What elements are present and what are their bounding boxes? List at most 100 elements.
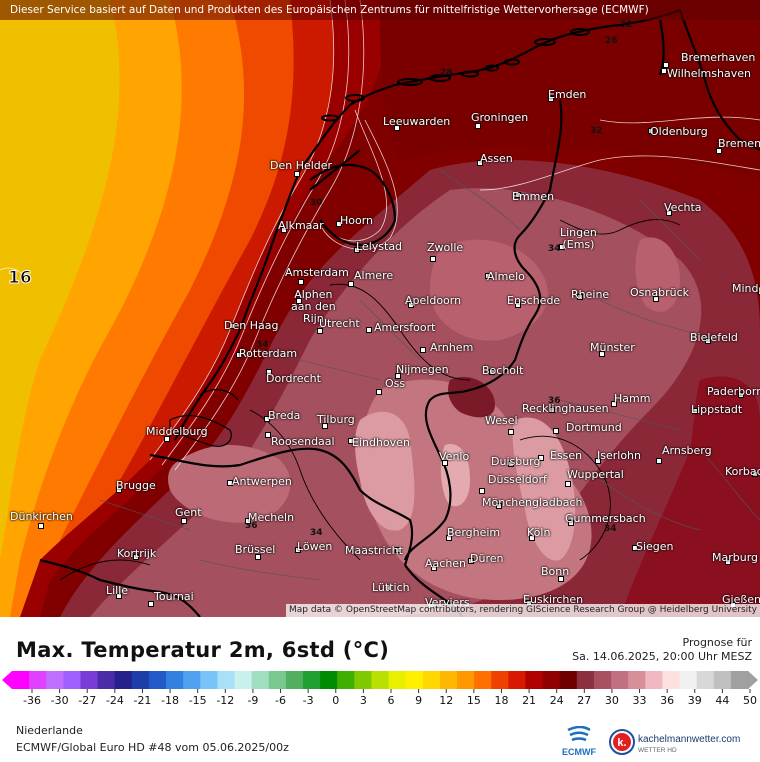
city-label: Den Haag bbox=[224, 319, 279, 332]
city-marker bbox=[446, 535, 452, 541]
city-label: Korbach bbox=[725, 465, 760, 478]
city-marker bbox=[548, 96, 554, 102]
city-label: Tilburg bbox=[317, 413, 355, 426]
city-marker bbox=[656, 458, 662, 464]
city-marker bbox=[716, 148, 722, 154]
city-label: Venlo bbox=[439, 450, 470, 463]
city-marker bbox=[408, 302, 414, 308]
model-run-label: ECMWF/Global Euro HD #48 vom 05.06.2025/… bbox=[16, 741, 289, 754]
scale-swatch bbox=[354, 671, 373, 689]
scale-swatch bbox=[302, 671, 321, 689]
city-label: Enschede bbox=[507, 294, 561, 307]
scale-tick-label: -27 bbox=[78, 694, 96, 707]
city-label: Alkmaar bbox=[278, 219, 324, 232]
scale-swatch bbox=[405, 671, 424, 689]
city-marker bbox=[568, 520, 574, 526]
isoline-label: 30 bbox=[310, 198, 323, 208]
city-label: Hamm bbox=[614, 392, 651, 405]
scale-swatch bbox=[320, 671, 338, 689]
scale-swatch bbox=[183, 671, 201, 689]
city-label: Hoorn bbox=[340, 214, 374, 227]
svg-text:k.: k. bbox=[617, 737, 626, 749]
city-label: Brugge bbox=[116, 479, 156, 492]
city-marker bbox=[264, 416, 270, 422]
city-label: Almelo bbox=[487, 270, 525, 283]
city-label: Bocholt bbox=[482, 364, 524, 377]
scale-swatch bbox=[148, 671, 167, 689]
scale-tick-label: 18 bbox=[494, 694, 508, 707]
scale-tick-label: 39 bbox=[688, 694, 702, 707]
isoline-label: 34 bbox=[310, 528, 323, 538]
chart-title: Max. Temperatur 2m, 6std (°C) bbox=[16, 638, 390, 662]
scale-swatch bbox=[730, 671, 749, 689]
city-marker bbox=[653, 296, 659, 302]
scale-tick-label: 0 bbox=[332, 694, 339, 707]
temperature-map[interactable]: 16 26 28 30 32 34 36 34 34 34 36 32 Brem… bbox=[0, 0, 760, 617]
scale-swatch bbox=[371, 671, 390, 689]
city-marker bbox=[229, 323, 235, 329]
ecmwf-banner: Dieser Service basiert auf Daten und Pro… bbox=[0, 0, 760, 20]
city-label: Antwerpen bbox=[232, 475, 292, 488]
scale-tick-label: 3 bbox=[360, 694, 367, 707]
city-marker bbox=[508, 429, 514, 435]
scale-arrow-left bbox=[2, 671, 12, 689]
city-label: Aachen bbox=[425, 557, 467, 570]
city-marker bbox=[322, 423, 328, 429]
city-marker bbox=[442, 460, 448, 466]
city-marker bbox=[430, 256, 436, 262]
city-marker bbox=[181, 518, 187, 524]
city-marker bbox=[38, 523, 44, 529]
ecmwf-logo[interactable]: ECMWF bbox=[558, 725, 600, 758]
city-label: Utrecht bbox=[319, 317, 360, 330]
scale-tick-label: -6 bbox=[275, 694, 286, 707]
scale-swatch bbox=[508, 671, 527, 689]
city-marker bbox=[661, 68, 667, 74]
city-label: Wilhelmshaven bbox=[667, 67, 751, 80]
isoline-label: 34 bbox=[548, 244, 561, 254]
scale-tick-label: 44 bbox=[715, 694, 729, 707]
kachelmann-logo[interactable]: k. kachelmannwetter.com WETTER HD bbox=[608, 726, 758, 758]
scale-swatch bbox=[217, 671, 236, 689]
sea-temperature-value: 16 bbox=[8, 268, 33, 289]
city-marker bbox=[485, 273, 491, 279]
isoline-label: 26 bbox=[605, 36, 618, 46]
scale-swatch bbox=[29, 671, 47, 689]
city-label: Brüssel bbox=[235, 543, 276, 556]
city-marker bbox=[758, 289, 760, 295]
scale-swatch bbox=[12, 671, 30, 689]
city-label: Nijmegen bbox=[396, 363, 449, 376]
city-marker bbox=[489, 369, 495, 375]
city-label: Mecheln bbox=[248, 511, 295, 524]
city-marker bbox=[116, 593, 122, 599]
city-label: Groningen bbox=[471, 111, 529, 124]
city-marker bbox=[255, 554, 261, 560]
city-marker bbox=[558, 576, 564, 582]
city-marker bbox=[632, 545, 638, 551]
scale-swatch bbox=[388, 671, 407, 689]
city-label: Euskirchen bbox=[523, 593, 584, 606]
city-marker bbox=[553, 428, 559, 434]
scale-swatch bbox=[97, 671, 116, 689]
city-label: Assen bbox=[480, 152, 513, 165]
map-attribution[interactable]: Map data © OpenStreetMap contributors, r… bbox=[286, 604, 760, 617]
city-marker bbox=[479, 488, 485, 494]
city-marker bbox=[296, 298, 302, 304]
scale-swatch bbox=[422, 671, 441, 689]
scale-tick-label: 30 bbox=[605, 694, 619, 707]
city-marker bbox=[663, 62, 669, 68]
city-label: Leeuwarden bbox=[383, 115, 451, 128]
isoline-label: 34 bbox=[604, 524, 617, 534]
isoline-label: 32 bbox=[590, 126, 603, 136]
city-label: Dortmund bbox=[566, 421, 622, 434]
ecmwf-logo-text: ECMWF bbox=[562, 747, 596, 757]
scale-swatch bbox=[234, 671, 253, 689]
city-marker bbox=[648, 128, 654, 134]
color-scale: -36 -30 -27 -24 -21 -18 -15 -12 -9 -6 -3 0 3 6 9 12 15 18… bbox=[2, 671, 758, 707]
city-label: Rheine bbox=[571, 288, 610, 301]
city-marker bbox=[116, 487, 122, 493]
city-marker bbox=[515, 192, 521, 198]
kachelmann-logo-text: kachelmannwetter.com bbox=[638, 734, 740, 745]
city-label: Bergheim bbox=[447, 526, 501, 539]
city-marker bbox=[752, 471, 758, 477]
scale-swatch bbox=[114, 671, 133, 689]
